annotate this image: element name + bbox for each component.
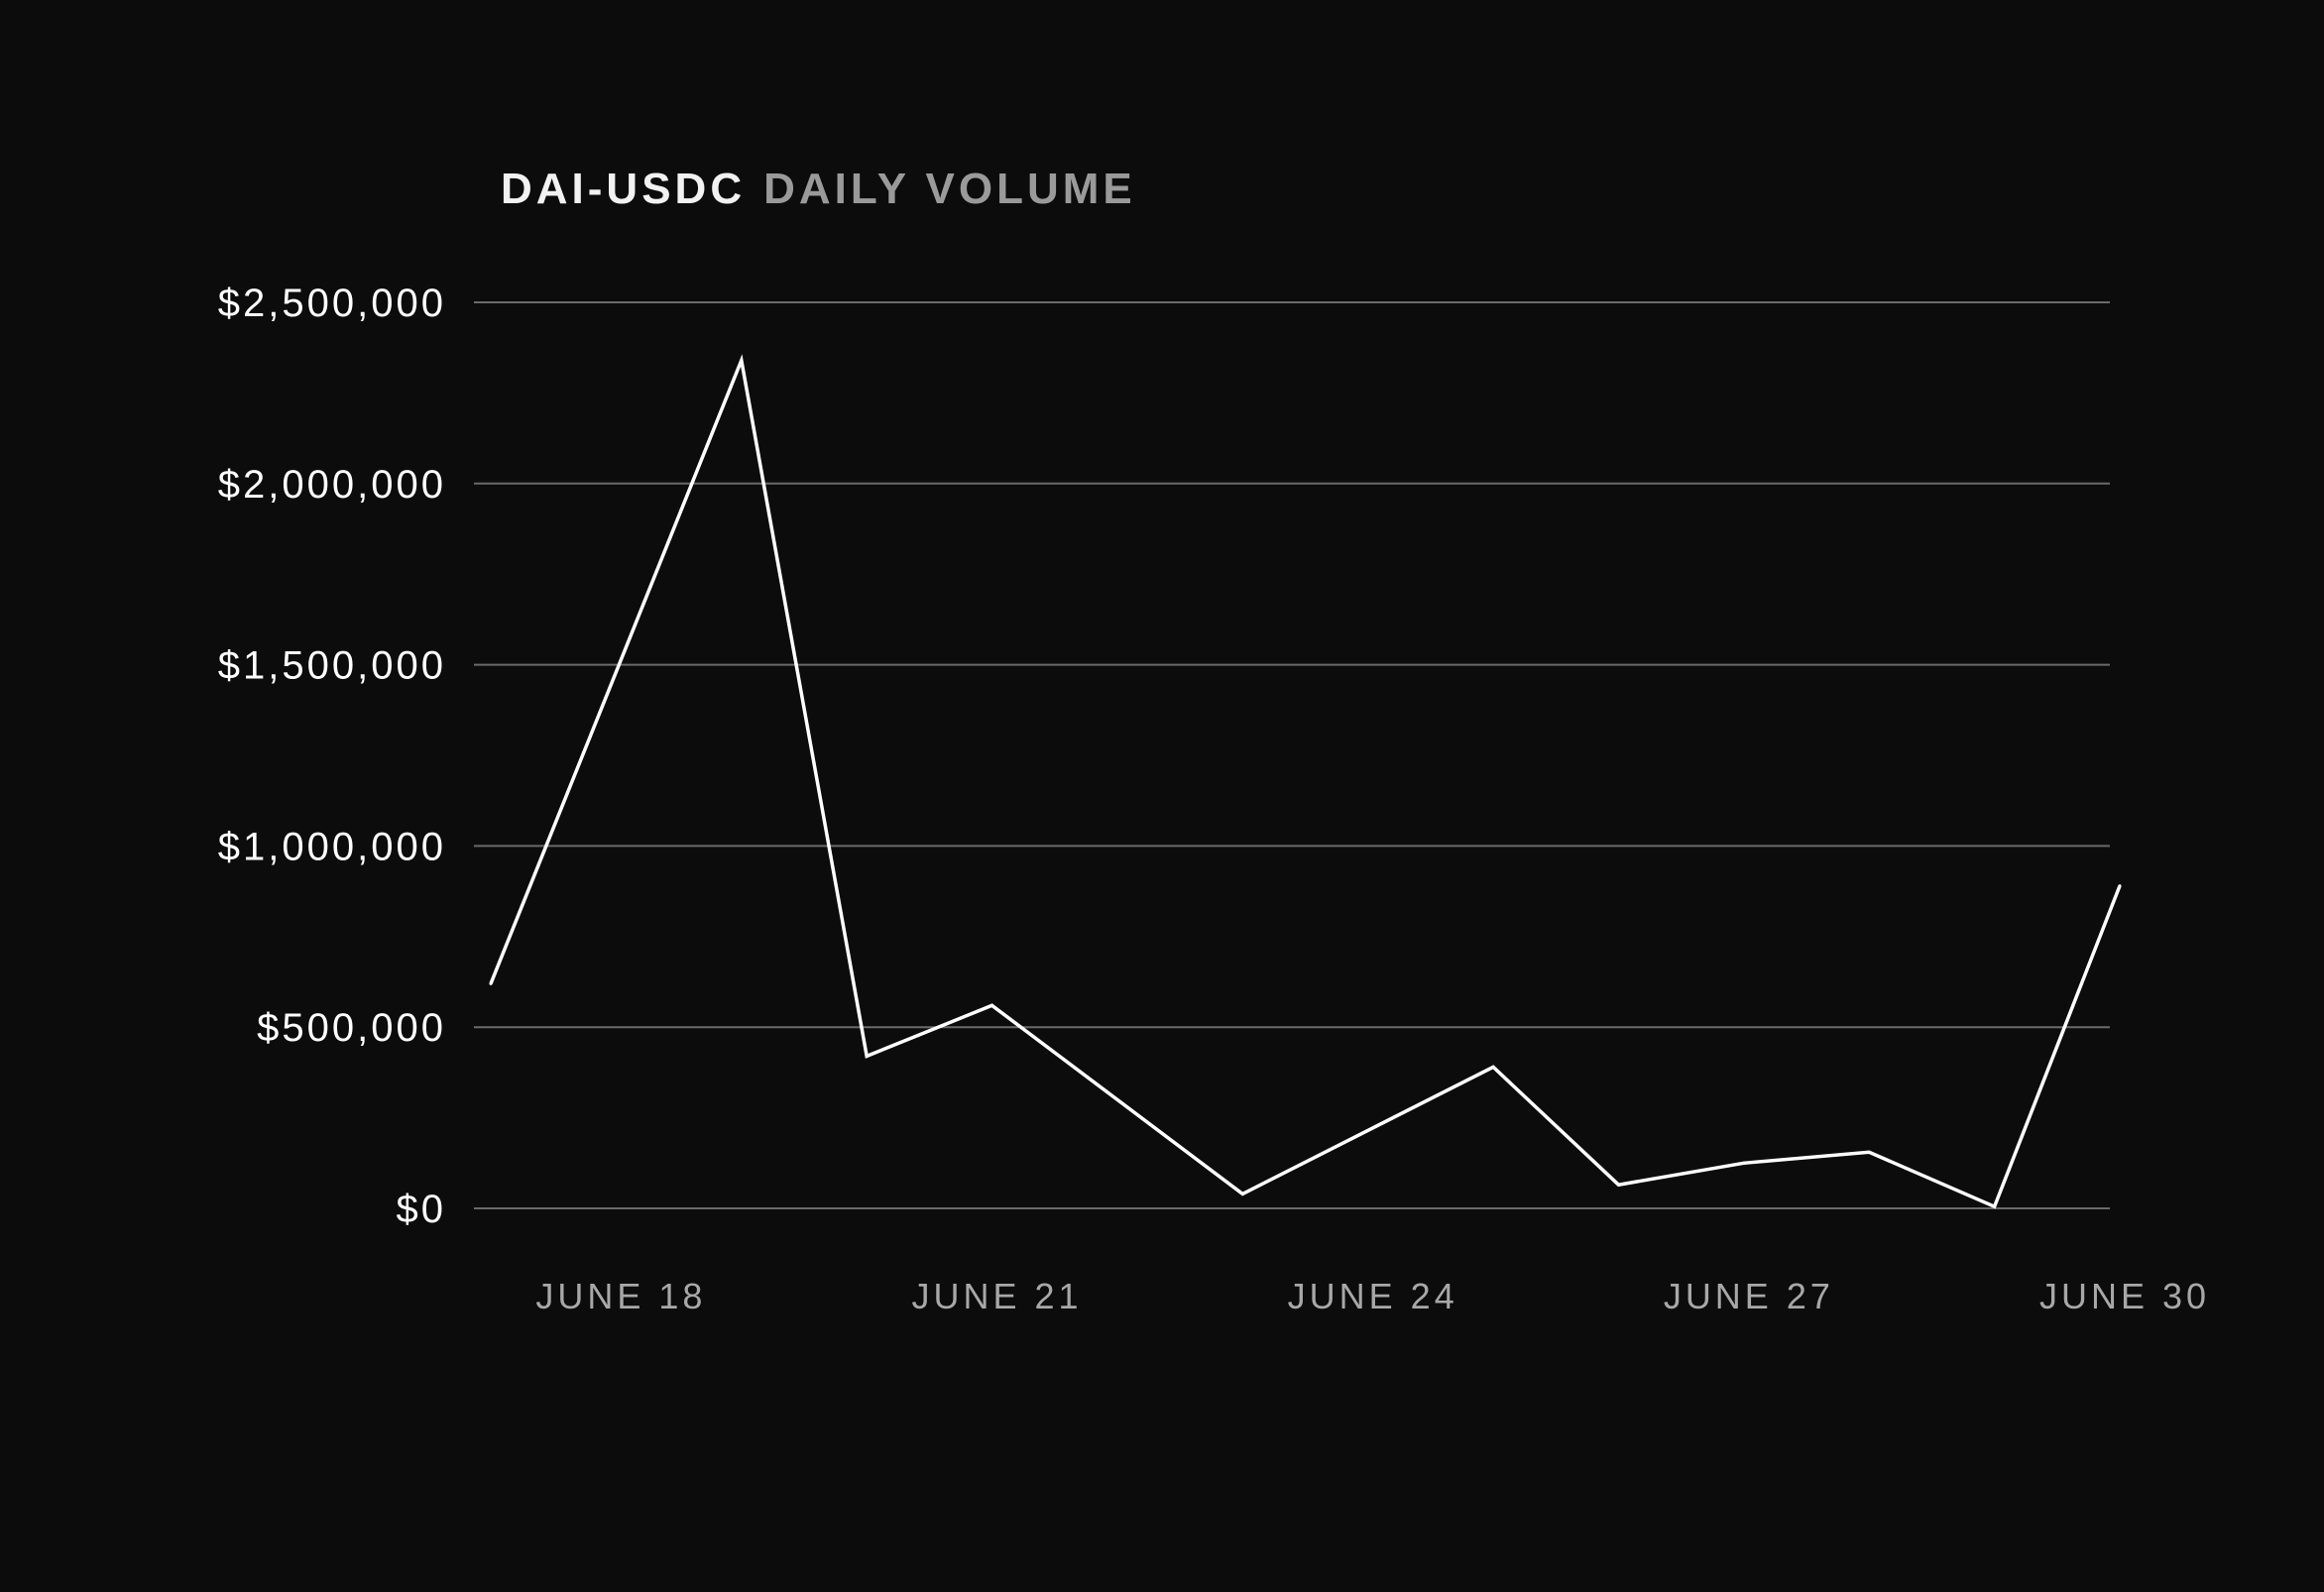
y-tick-label: $0 bbox=[397, 1188, 447, 1231]
x-tick-label: JUNE 21 bbox=[912, 1276, 1083, 1316]
y-tick-label: $1,500,000 bbox=[218, 644, 446, 688]
x-tick-label: JUNE 30 bbox=[2039, 1276, 2210, 1316]
series-layer bbox=[489, 354, 2122, 1209]
y-tick-label: $2,500,000 bbox=[218, 282, 446, 325]
data-point bbox=[1742, 1161, 1746, 1165]
chart-title-secondary: DAILY VOLUME bbox=[763, 165, 1136, 213]
y-tick-label: $1,000,000 bbox=[218, 825, 446, 868]
chart-title: DAI-USDC DAILY VOLUME bbox=[501, 165, 1136, 213]
x-tick-label: JUNE 24 bbox=[1288, 1276, 1458, 1316]
data-point bbox=[1867, 1150, 1871, 1154]
chart-title-primary: DAI-USDC bbox=[501, 165, 746, 213]
data-point bbox=[865, 1054, 869, 1058]
x-axis-tick-labels: JUNE 18 JUNE 21 JUNE 24 JUNE 27 JUNE 30 bbox=[535, 1276, 2210, 1316]
data-point bbox=[489, 981, 493, 985]
grid-lines bbox=[474, 301, 2110, 1209]
x-tick-label: JUNE 18 bbox=[535, 1276, 706, 1316]
data-point bbox=[990, 1003, 994, 1007]
x-tick-label: JUNE 27 bbox=[1664, 1276, 1834, 1316]
series-line-0 bbox=[489, 354, 2122, 1209]
data-point bbox=[740, 358, 744, 362]
data-point bbox=[1993, 1204, 1997, 1208]
y-tick-label: $2,000,000 bbox=[218, 463, 446, 507]
y-axis-tick-labels: $0 $500,000 $1,000,000 $1,500,000 $2,000,000… bbox=[218, 282, 447, 1231]
data-point bbox=[1491, 1065, 1495, 1069]
data-point bbox=[2118, 884, 2122, 888]
y-tick-label: $500,000 bbox=[257, 1006, 446, 1050]
data-point bbox=[1616, 1183, 1620, 1187]
data-point bbox=[1240, 1192, 1244, 1195]
